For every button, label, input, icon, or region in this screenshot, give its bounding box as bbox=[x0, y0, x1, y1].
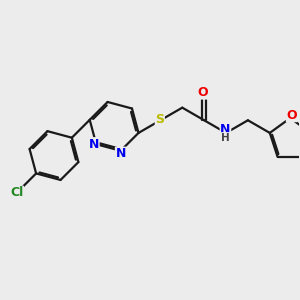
Text: H: H bbox=[221, 133, 230, 143]
Text: N: N bbox=[220, 123, 231, 136]
Text: Cl: Cl bbox=[10, 186, 23, 199]
Text: O: O bbox=[286, 109, 297, 122]
Text: S: S bbox=[155, 113, 164, 126]
Text: N: N bbox=[89, 138, 99, 151]
Text: N: N bbox=[116, 147, 126, 160]
Text: O: O bbox=[197, 86, 208, 99]
